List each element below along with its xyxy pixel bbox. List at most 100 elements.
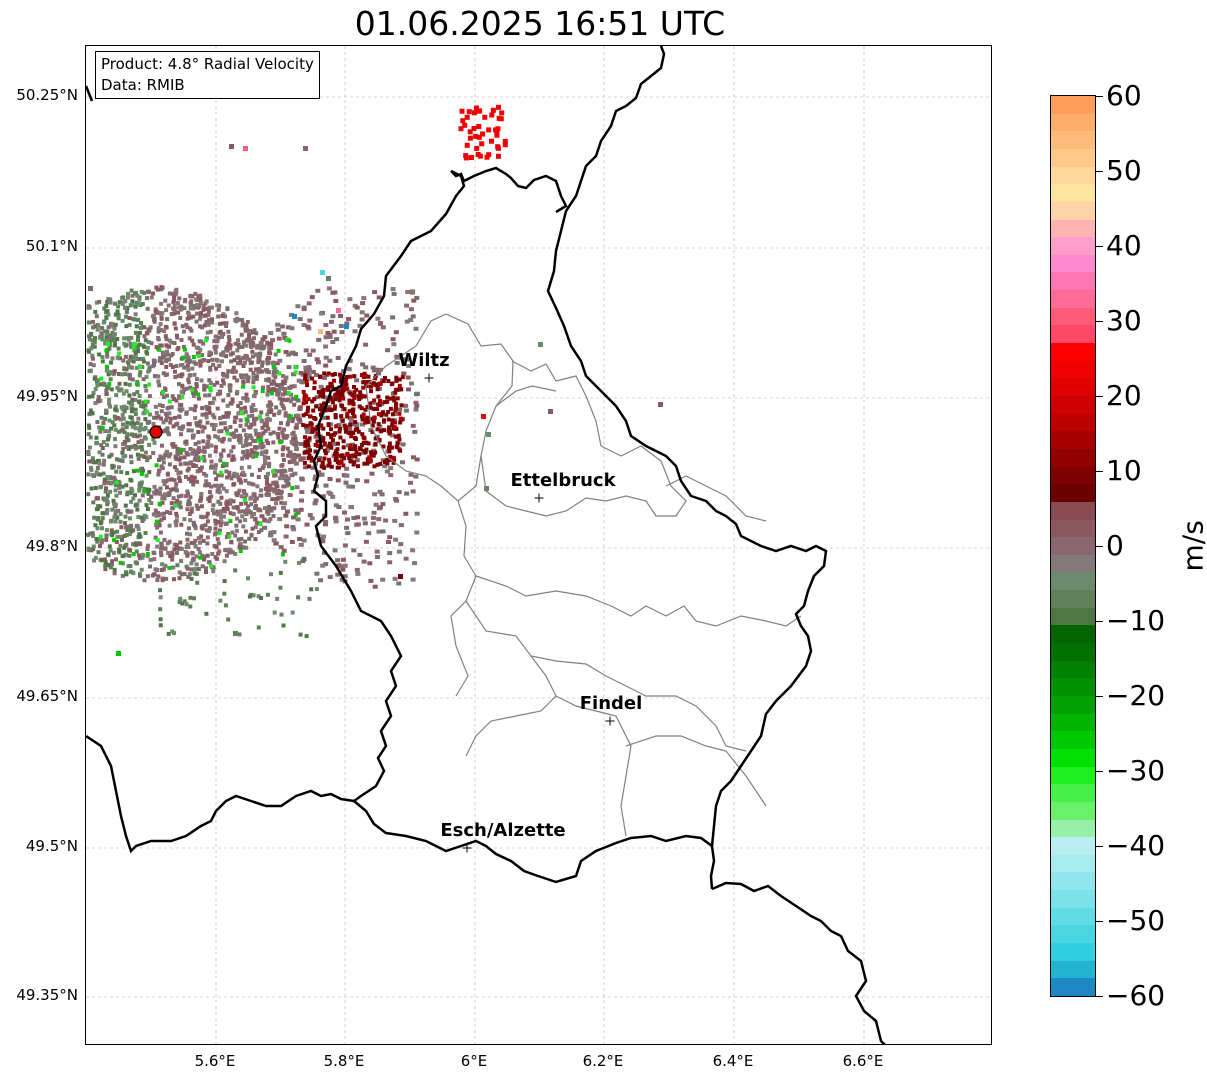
lon-label-6-6: 6.6°E xyxy=(842,1052,884,1070)
colorbar-band xyxy=(1051,766,1095,785)
colorbar-tick-label: 0 xyxy=(1106,529,1124,562)
lat-label-50-1: 50.1°N xyxy=(25,237,78,255)
colorbar-band xyxy=(1051,943,1095,962)
colorbar-band xyxy=(1051,731,1095,750)
colorbar-tick-label: −30 xyxy=(1106,754,1166,787)
colorbar-band xyxy=(1051,360,1095,379)
data-source-label: Data: RMIB xyxy=(101,76,185,94)
city-marker-wiltz xyxy=(424,373,434,383)
colorbar-tick xyxy=(1096,846,1103,847)
lat-label-49-65: 49.65°N xyxy=(16,687,78,705)
colorbar-band xyxy=(1051,290,1095,309)
map-title: 01.06.2025 16:51 UTC xyxy=(354,4,726,43)
colorbar-tick-label: 30 xyxy=(1106,304,1142,337)
colorbar-tick-label: −60 xyxy=(1106,979,1166,1012)
lon-label-6-2: 6.2°E xyxy=(582,1052,624,1070)
colorbar-band xyxy=(1051,625,1095,644)
colorbar-band xyxy=(1051,113,1095,132)
product-label: Product: 4.8° Radial Velocity xyxy=(101,55,314,73)
colorbar-band xyxy=(1051,378,1095,397)
colorbar-band xyxy=(1051,166,1095,185)
colorbar-band xyxy=(1051,96,1095,115)
colorbar-band xyxy=(1051,801,1095,821)
colorbar-band xyxy=(1051,184,1095,203)
colorbar-band xyxy=(1051,643,1095,662)
colorbar-band xyxy=(1051,784,1095,803)
lat-label-49-35: 49.35°N xyxy=(16,986,78,1004)
colorbar-band xyxy=(1051,396,1095,415)
colorbar-band xyxy=(1051,537,1095,556)
colorbar-tick xyxy=(1096,96,1103,97)
colorbar-band xyxy=(1051,519,1095,538)
velocity-colorbar xyxy=(1050,95,1096,997)
gridlines xyxy=(86,46,991,1044)
city-label-findel: Findel xyxy=(579,693,643,714)
colorbar-band xyxy=(1051,872,1095,891)
colorbar-band xyxy=(1051,431,1095,450)
lon-label-6-4: 6.4°E xyxy=(712,1052,754,1070)
colorbar-tick-label: 40 xyxy=(1106,229,1142,262)
colorbar-band xyxy=(1051,960,1095,979)
colorbar-tick-label: −40 xyxy=(1106,829,1166,862)
colorbar-band xyxy=(1051,501,1095,521)
colorbar-tick xyxy=(1096,321,1103,322)
colorbar-band xyxy=(1051,413,1095,432)
colorbar-band xyxy=(1051,907,1095,926)
colorbar-band xyxy=(1051,131,1095,150)
colorbar-band xyxy=(1051,148,1095,168)
colorbar-band xyxy=(1051,272,1095,291)
colorbar-tick xyxy=(1096,771,1103,772)
colorbar-band xyxy=(1051,254,1095,274)
colorbar-band xyxy=(1051,819,1095,838)
colorbar-band xyxy=(1051,448,1095,468)
colorbar-tick-label: −50 xyxy=(1106,904,1166,937)
product-info-box: Product: 4.8° Radial Velocity Data: RMIB xyxy=(95,51,320,99)
colorbar-band xyxy=(1051,660,1095,679)
colorbar-tick xyxy=(1096,546,1103,547)
city-marker-ettelbruck xyxy=(534,493,544,503)
colorbar-band xyxy=(1051,607,1095,626)
colorbar-tick xyxy=(1096,471,1103,472)
radar-map[interactable] xyxy=(86,46,992,1045)
colorbar-band xyxy=(1051,678,1095,697)
colorbar-tick-label: 50 xyxy=(1106,154,1142,187)
colorbar-tick xyxy=(1096,921,1103,922)
colorbar-unit-label: m/s xyxy=(1176,520,1207,572)
lat-label-50-25: 50.25°N xyxy=(16,86,78,104)
colorbar-band xyxy=(1051,854,1095,874)
radar-echo-field xyxy=(86,104,663,656)
colorbar-band xyxy=(1051,837,1095,856)
colorbar-tick xyxy=(1096,621,1103,622)
colorbar-band xyxy=(1051,925,1095,944)
lat-label-49-8: 49.8°N xyxy=(25,537,78,555)
lon-label-6: 6°E xyxy=(460,1052,488,1070)
colorbar-band xyxy=(1051,219,1095,238)
lat-label-49-5: 49.5°N xyxy=(25,837,78,855)
colorbar-band xyxy=(1051,590,1095,609)
lat-label-49-95: 49.95°N xyxy=(16,387,78,405)
colorbar-band xyxy=(1051,201,1095,221)
city-label-wiltz: Wiltz xyxy=(398,350,450,371)
radar-site-marker xyxy=(149,425,163,439)
colorbar-band xyxy=(1051,484,1095,503)
colorbar-tick xyxy=(1096,396,1103,397)
colorbar-band xyxy=(1051,554,1095,574)
colorbar-band xyxy=(1051,748,1095,768)
colorbar-band xyxy=(1051,696,1095,715)
city-label-ettelbruck: Ettelbruck xyxy=(510,470,616,491)
colorbar-tick-label: 20 xyxy=(1106,379,1142,412)
colorbar-tick-label: 60 xyxy=(1106,79,1142,112)
colorbar-band xyxy=(1051,713,1095,732)
colorbar-band xyxy=(1051,890,1095,909)
colorbar-tick xyxy=(1096,246,1103,247)
colorbar-band xyxy=(1051,572,1095,591)
colorbar-band xyxy=(1051,237,1095,256)
colorbar-band xyxy=(1051,325,1095,344)
colorbar-tick xyxy=(1096,696,1103,697)
colorbar-band xyxy=(1051,466,1095,485)
map-panel[interactable] xyxy=(85,45,992,1045)
colorbar-band xyxy=(1051,978,1095,996)
colorbar-tick xyxy=(1096,171,1103,172)
canton-boundaries xyxy=(365,313,802,837)
country-borders xyxy=(86,46,886,1044)
